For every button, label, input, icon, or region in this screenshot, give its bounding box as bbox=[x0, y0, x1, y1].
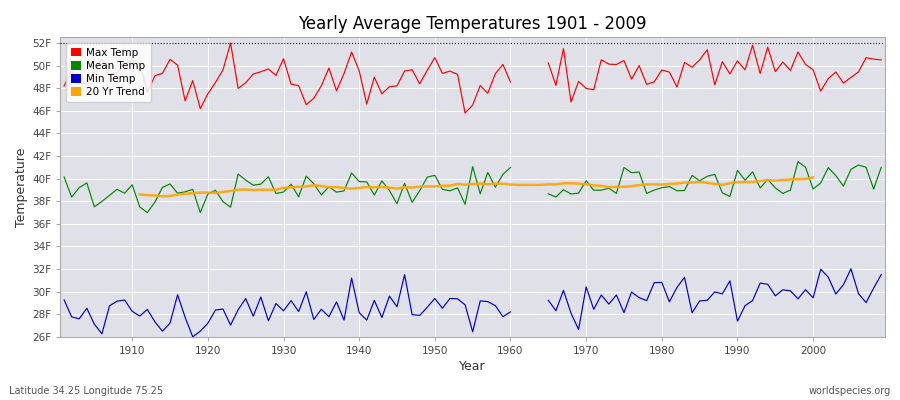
Title: Yearly Average Temperatures 1901 - 2009: Yearly Average Temperatures 1901 - 2009 bbox=[299, 15, 647, 33]
Text: Latitude 34.25 Longitude 75.25: Latitude 34.25 Longitude 75.25 bbox=[9, 386, 163, 396]
Text: worldspecies.org: worldspecies.org bbox=[809, 386, 891, 396]
X-axis label: Year: Year bbox=[459, 360, 486, 373]
Legend: Max Temp, Mean Temp, Min Temp, 20 Yr Trend: Max Temp, Mean Temp, Min Temp, 20 Yr Tre… bbox=[66, 42, 150, 102]
Y-axis label: Temperature: Temperature bbox=[15, 147, 28, 227]
